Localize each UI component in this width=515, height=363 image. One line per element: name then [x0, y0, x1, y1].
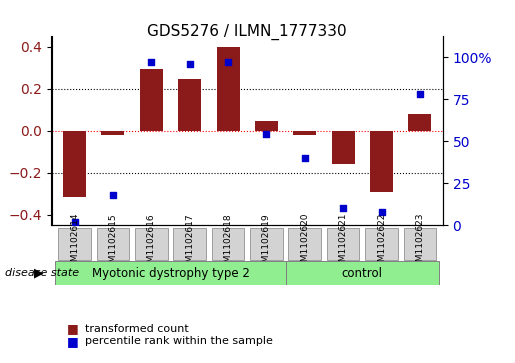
Point [262, 131, 270, 137]
Point [416, 91, 424, 97]
Text: GSM1102619: GSM1102619 [262, 213, 271, 274]
Text: control: control [342, 267, 383, 280]
Text: GSM1102620: GSM1102620 [300, 213, 310, 273]
FancyBboxPatch shape [97, 228, 129, 260]
Bar [255, 121, 278, 131]
Text: GSM1102616: GSM1102616 [147, 213, 156, 274]
FancyBboxPatch shape [212, 228, 244, 260]
Text: GSM1102617: GSM1102617 [185, 213, 194, 274]
Text: transformed count: transformed count [85, 323, 188, 334]
FancyBboxPatch shape [404, 228, 436, 260]
Text: Myotonic dystrophy type 2: Myotonic dystrophy type 2 [92, 267, 249, 280]
Text: GSM1102618: GSM1102618 [224, 213, 232, 274]
Text: GSM1102621: GSM1102621 [339, 213, 348, 273]
Bar [140, 69, 163, 131]
Bar [101, 131, 125, 135]
Text: GSM1102623: GSM1102623 [416, 213, 424, 273]
Point [185, 61, 194, 67]
FancyBboxPatch shape [135, 228, 167, 260]
Text: GDS5276 / ILMN_1777330: GDS5276 / ILMN_1777330 [147, 24, 347, 40]
Bar [293, 131, 316, 135]
FancyBboxPatch shape [250, 228, 283, 260]
Bar [178, 79, 201, 131]
Point [224, 60, 232, 65]
Point [301, 155, 309, 161]
FancyBboxPatch shape [174, 228, 206, 260]
Text: ▶: ▶ [34, 267, 44, 280]
FancyBboxPatch shape [58, 228, 91, 260]
Point [71, 219, 79, 225]
FancyBboxPatch shape [55, 261, 286, 285]
Bar [370, 131, 393, 192]
FancyBboxPatch shape [288, 228, 321, 260]
FancyBboxPatch shape [365, 228, 398, 260]
FancyBboxPatch shape [327, 228, 359, 260]
Text: GSM1102614: GSM1102614 [70, 213, 79, 273]
Point [339, 205, 347, 211]
Bar [408, 114, 432, 131]
Text: GSM1102615: GSM1102615 [108, 213, 117, 274]
Text: percentile rank within the sample: percentile rank within the sample [85, 336, 273, 346]
Point [377, 209, 386, 215]
Text: ■: ■ [67, 322, 79, 335]
Bar [216, 47, 239, 131]
FancyBboxPatch shape [286, 261, 439, 285]
Bar [332, 131, 355, 164]
Point [147, 60, 156, 65]
Text: disease state: disease state [5, 268, 79, 278]
Point [109, 192, 117, 198]
Text: ■: ■ [67, 335, 79, 348]
Bar [63, 131, 86, 197]
Text: GSM1102622: GSM1102622 [377, 213, 386, 273]
